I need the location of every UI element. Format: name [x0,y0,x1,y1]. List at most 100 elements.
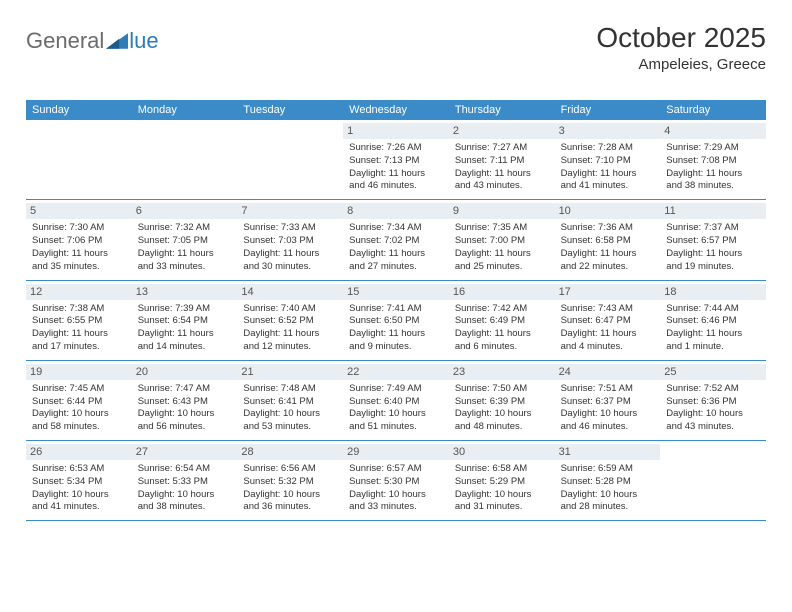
day-info: Sunrise: 7:42 AMSunset: 6:49 PMDaylight:… [455,303,549,354]
day-info: Sunrise: 6:53 AMSunset: 5:34 PMDaylight:… [32,463,126,514]
sunrise-text: Sunrise: 6:57 AM [349,463,443,476]
day-number: 13 [132,284,238,300]
daylight-text: Daylight: 11 hours and 14 minutes. [138,328,232,354]
day-info: Sunrise: 7:26 AMSunset: 7:13 PMDaylight:… [349,142,443,193]
sunset-text: Sunset: 6:57 PM [666,235,760,248]
logo: General lue [26,28,159,54]
daylight-text: Daylight: 10 hours and 56 minutes. [138,408,232,434]
day-info: Sunrise: 7:33 AMSunset: 7:03 PMDaylight:… [243,222,337,273]
day-info: Sunrise: 7:52 AMSunset: 6:36 PMDaylight:… [666,383,760,434]
day-info: Sunrise: 7:32 AMSunset: 7:05 PMDaylight:… [138,222,232,273]
day-info: Sunrise: 7:51 AMSunset: 6:37 PMDaylight:… [561,383,655,434]
day-cell: 3Sunrise: 7:28 AMSunset: 7:10 PMDaylight… [555,120,661,199]
sunset-text: Sunset: 6:44 PM [32,396,126,409]
day-cell: 29Sunrise: 6:57 AMSunset: 5:30 PMDayligh… [343,441,449,520]
day-cell: 8Sunrise: 7:34 AMSunset: 7:02 PMDaylight… [343,200,449,279]
sunset-text: Sunset: 6:37 PM [561,396,655,409]
sunrise-text: Sunrise: 7:42 AM [455,303,549,316]
sunset-text: Sunset: 5:34 PM [32,476,126,489]
day-info: Sunrise: 6:59 AMSunset: 5:28 PMDaylight:… [561,463,655,514]
sunrise-text: Sunrise: 7:49 AM [349,383,443,396]
day-cell: 11 Sunrise: 7:37 AMSunset: 6:57 PMDayligh… [660,200,766,279]
day-number: 24 [555,364,661,380]
sunrise-text: Sunrise: 7:43 AM [561,303,655,316]
day-info: Sunrise: 7:47 AMSunset: 6:43 PMDaylight:… [138,383,232,434]
day-number: 12 [26,284,132,300]
sunrise-text: Sunrise: 7:44 AM [666,303,760,316]
daylight-text: Daylight: 10 hours and 41 minutes. [32,489,126,515]
day-number: 7 [237,203,343,219]
sunset-text: Sunset: 6:46 PM [666,315,760,328]
day-info: Sunrise: 7:39 AMSunset: 6:54 PMDaylight:… [138,303,232,354]
sunset-text: Sunset: 7:06 PM [32,235,126,248]
day-number: 23 [449,364,555,380]
page-title: October 2025 [596,22,766,54]
sunrise-text: Sunrise: 7:48 AM [243,383,337,396]
daylight-text: Daylight: 10 hours and 53 minutes. [243,408,337,434]
sunset-text: Sunset: 7:02 PM [349,235,443,248]
day-info: Sunrise: 7:40 AMSunset: 6:52 PMDaylight:… [243,303,337,354]
day-number: 2 [449,123,555,139]
day-info: Sunrise: 7:37 AMSunset: 6:57 PMDaylight:… [666,222,760,273]
sunrise-text: Sunrise: 6:59 AM [561,463,655,476]
day-info: Sunrise: 7:27 AMSunset: 7:11 PMDaylight:… [455,142,549,193]
daylight-text: Daylight: 10 hours and 43 minutes. [666,408,760,434]
day-number: 16 [449,284,555,300]
day-info: Sunrise: 7:28 AMSunset: 7:10 PMDaylight:… [561,142,655,193]
day-number: 28 [237,444,343,460]
daylight-text: Daylight: 11 hours and 46 minutes. [349,168,443,194]
day-number: 25 [660,364,766,380]
day-cell: . [26,120,132,199]
sunrise-text: Sunrise: 7:37 AM [666,222,760,235]
sunset-text: Sunset: 7:05 PM [138,235,232,248]
sunset-text: Sunset: 6:41 PM [243,396,337,409]
day-number: 17 [555,284,661,300]
day-cell: 26Sunrise: 6:53 AMSunset: 5:34 PMDayligh… [26,441,132,520]
sunrise-text: Sunrise: 7:45 AM [32,383,126,396]
day-cell: . [132,120,238,199]
sunset-text: Sunset: 7:03 PM [243,235,337,248]
day-cell: 7 Sunrise: 7:33 AMSunset: 7:03 PMDaylight… [237,200,343,279]
sunset-text: Sunset: 5:29 PM [455,476,549,489]
day-number: 27 [132,444,238,460]
sunset-text: Sunset: 6:36 PM [666,396,760,409]
sunrise-text: Sunrise: 7:34 AM [349,222,443,235]
day-info: Sunrise: 7:34 AMSunset: 7:02 PMDaylight:… [349,222,443,273]
day-number: 19 [26,364,132,380]
title-block: October 2025 Ampeleies, Greece [596,22,766,73]
weekday-header: Sunday Monday Tuesday Wednesday Thursday… [26,100,766,120]
weekday-tuesday: Tuesday [237,100,343,120]
day-cell: 5Sunrise: 7:30 AMSunset: 7:06 PMDaylight… [26,200,132,279]
day-info: Sunrise: 7:44 AMSunset: 6:46 PMDaylight:… [666,303,760,354]
daylight-text: Daylight: 10 hours and 46 minutes. [561,408,655,434]
day-number: 31 [555,444,661,460]
sunrise-text: Sunrise: 7:33 AM [243,222,337,235]
day-number: 21 [237,364,343,380]
day-cell: 12Sunrise: 7:38 AMSunset: 6:55 PMDayligh… [26,281,132,360]
sunset-text: Sunset: 7:10 PM [561,155,655,168]
sunset-text: Sunset: 6:52 PM [243,315,337,328]
daylight-text: Daylight: 10 hours and 33 minutes. [349,489,443,515]
sunrise-text: Sunrise: 7:47 AM [138,383,232,396]
sunset-text: Sunset: 5:32 PM [243,476,337,489]
day-cell: 20Sunrise: 7:47 AMSunset: 6:43 PMDayligh… [132,361,238,440]
sunrise-text: Sunrise: 7:28 AM [561,142,655,155]
daylight-text: Daylight: 11 hours and 43 minutes. [455,168,549,194]
sunrise-text: Sunrise: 7:40 AM [243,303,337,316]
logo-triangle-icon [106,33,128,49]
day-cell: . [660,441,766,520]
day-number: 11 [660,203,766,219]
day-number: 18 [660,284,766,300]
calendar: Sunday Monday Tuesday Wednesday Thursday… [26,100,766,521]
week-row: ...1Sunrise: 7:26 AMSunset: 7:13 PMDayli… [26,120,766,200]
location-label: Ampeleies, Greece [596,56,766,73]
day-info: Sunrise: 7:41 AMSunset: 6:50 PMDaylight:… [349,303,443,354]
logo-text-2: lue [129,28,158,54]
day-info: Sunrise: 6:58 AMSunset: 5:29 PMDaylight:… [455,463,549,514]
daylight-text: Daylight: 11 hours and 9 minutes. [349,328,443,354]
day-cell: 16 Sunrise: 7:42 AMSunset: 6:49 PMDayligh… [449,281,555,360]
daylight-text: Daylight: 11 hours and 25 minutes. [455,248,549,274]
daylight-text: Daylight: 10 hours and 31 minutes. [455,489,549,515]
daylight-text: Daylight: 11 hours and 41 minutes. [561,168,655,194]
weekday-monday: Monday [132,100,238,120]
